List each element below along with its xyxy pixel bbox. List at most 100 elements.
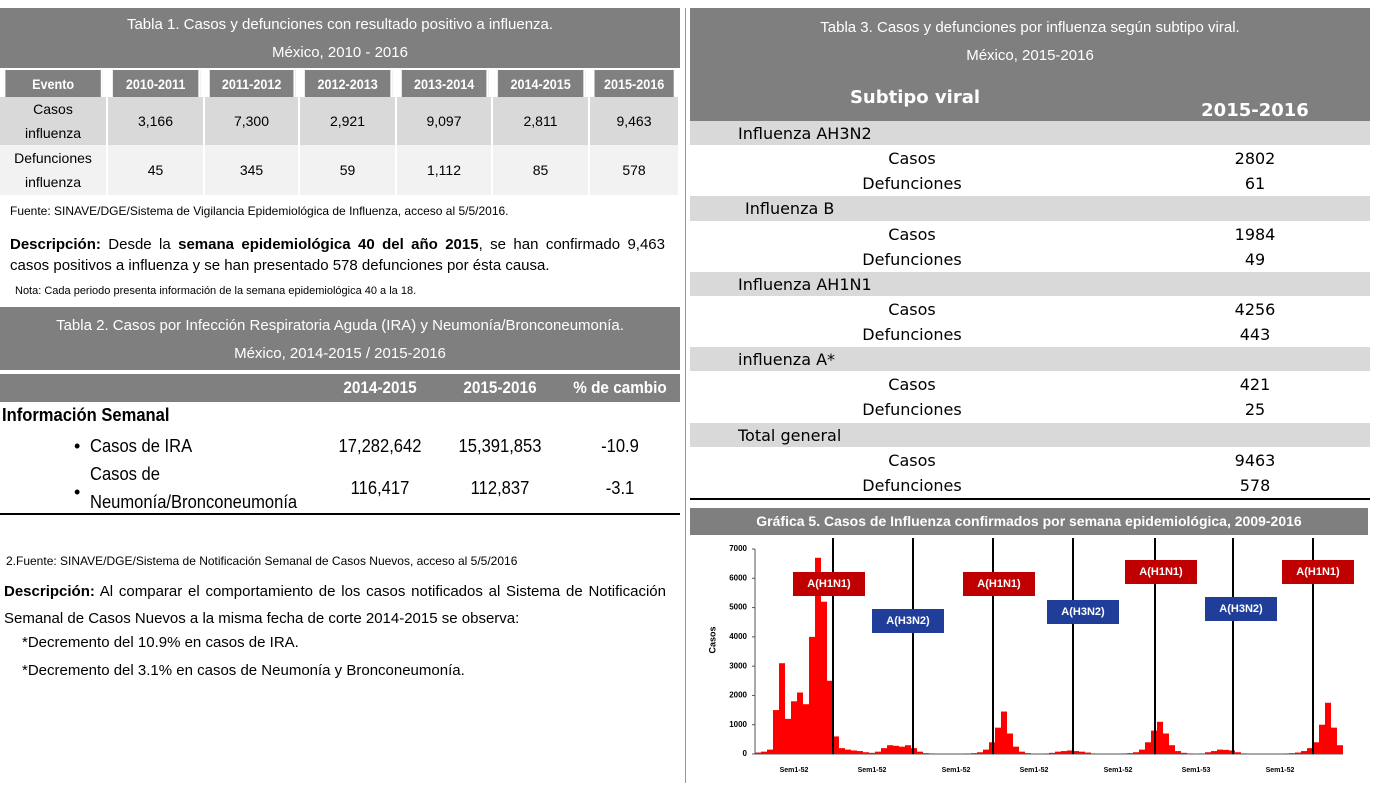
title-line: México, 2015-2016	[966, 47, 1094, 64]
note: Nota: Cada periodo presenta información …	[15, 285, 417, 297]
column-header: 2013-2014	[401, 70, 489, 97]
bar	[893, 745, 899, 754]
bar	[1175, 751, 1181, 754]
x-tick-label: Sem1-52	[1266, 767, 1295, 774]
annotation: A(H1N1)	[1139, 566, 1183, 578]
table-cell: 49	[1244, 249, 1266, 269]
annotation-box	[872, 609, 944, 633]
group-label: Total general	[738, 425, 842, 445]
annotation-box	[1282, 560, 1354, 584]
bar	[821, 601, 827, 754]
row-label: Defunciones	[862, 174, 962, 194]
table-cell: 85	[493, 145, 590, 195]
column-header: 2011-2012	[209, 70, 296, 97]
annotation: A(H3N2)	[1061, 606, 1105, 618]
bar	[785, 718, 791, 754]
bullet: •	[74, 482, 81, 502]
row-label: Casos	[888, 149, 936, 169]
bar	[1337, 745, 1343, 754]
annotation: A(H3N2)	[1219, 603, 1263, 615]
row-label: Casos	[888, 299, 936, 319]
table-cell: 116,417	[350, 477, 410, 498]
bar	[827, 680, 833, 754]
bar	[761, 751, 767, 754]
rule	[690, 498, 1370, 500]
bar	[1307, 748, 1313, 754]
bar	[1331, 727, 1337, 754]
annotation: A(H1N1)	[1296, 566, 1340, 578]
x-tick-label: Sem1-52	[1020, 767, 1049, 774]
y-tick-label: 0	[743, 749, 748, 758]
description: Descripción: Desde la semana epidemiológ…	[10, 234, 665, 276]
separator	[685, 8, 686, 783]
bar	[773, 710, 779, 754]
bar	[1295, 752, 1301, 754]
description: Descripción: Al comparar el comportamien…	[4, 578, 666, 632]
table-cell: 9,097	[397, 97, 493, 145]
bar	[815, 557, 821, 754]
bar	[1079, 751, 1085, 754]
chart-title: Gráfica 5. Casos de Influenza confirmado…	[690, 508, 1368, 535]
table-cell: 1984	[1234, 224, 1276, 244]
bar	[1067, 750, 1073, 754]
column-header: 2010-2011	[112, 70, 201, 97]
bar	[791, 701, 797, 754]
table-cell: 2,811	[493, 97, 590, 145]
bar	[803, 704, 809, 754]
source: 2.Fuente: SINAVE/DGE/Sistema de Notifica…	[6, 554, 518, 568]
y-tick-label: 4000	[729, 632, 747, 641]
table-cell: 421	[1239, 375, 1271, 395]
column-header: 2015-2016	[463, 378, 537, 397]
table-cell: 2802	[1234, 149, 1276, 169]
group-row	[690, 347, 1370, 372]
table-cell: 443	[1239, 325, 1271, 345]
text: , se han confirmado 9,463 casos positivo…	[10, 236, 665, 274]
bar	[917, 751, 923, 754]
group-row	[690, 121, 1370, 146]
table-cell: 2,921	[300, 97, 397, 145]
y-tick-label: 1000	[729, 720, 747, 729]
column-header: % de cambio	[573, 378, 667, 397]
header-bar	[0, 374, 680, 402]
bar	[875, 751, 881, 754]
annotation-box	[1125, 560, 1197, 584]
row-label: Casos	[888, 375, 936, 395]
bar	[995, 727, 1001, 754]
column-header: 2015-2016	[1201, 99, 1309, 121]
bar	[905, 745, 911, 754]
bar	[1223, 749, 1229, 754]
title-line: México, 2010 - 2016	[272, 44, 408, 61]
title-line: Tabla 3. Casos y defunciones por influen…	[820, 19, 1240, 36]
column-header: Subtipo viral	[849, 86, 981, 108]
bar	[1007, 733, 1013, 754]
group-label: Influenza AH1N1	[738, 274, 872, 294]
table-cell: 578	[1239, 475, 1271, 495]
rule	[0, 513, 680, 515]
x-tick-label: Sem1-52	[780, 767, 809, 774]
bar	[1049, 752, 1055, 754]
group-label: influenza A*	[738, 350, 836, 370]
bar	[977, 752, 983, 754]
bar	[1235, 752, 1241, 754]
table-cell: 3,166	[108, 97, 205, 145]
bar	[779, 663, 785, 754]
column-header: 2014-2015	[497, 70, 586, 97]
bar	[899, 746, 905, 754]
bar	[1205, 752, 1211, 754]
bar	[1217, 749, 1223, 754]
row-label: Defunciones	[862, 400, 962, 420]
bar	[1133, 752, 1139, 754]
table-cell: 1,112	[397, 145, 493, 195]
bar	[857, 751, 863, 754]
bar	[1019, 751, 1025, 754]
table-cell: -10.9	[601, 435, 639, 456]
title-line: Tabla 2. Casos por Infección Respiratori…	[56, 317, 624, 334]
text: Desde la	[100, 236, 179, 253]
group-row	[690, 196, 1370, 221]
bar	[1211, 751, 1217, 754]
bar	[1055, 751, 1061, 754]
column-header: 2015-2016	[594, 70, 676, 97]
row-label: Casos de IRA	[90, 436, 193, 456]
bar	[1073, 751, 1079, 754]
bar	[1001, 711, 1007, 754]
